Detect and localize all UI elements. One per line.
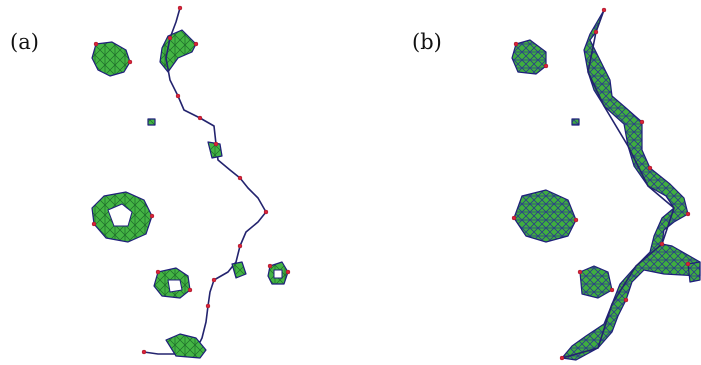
blob-top-left <box>511 39 547 75</box>
panel-a-mesh <box>91 5 291 359</box>
blob-left-ring <box>513 189 577 243</box>
blob-right-ring <box>687 261 701 283</box>
panel-b: (b) <box>350 0 701 365</box>
blob-right-ring-hole <box>273 269 283 279</box>
blob-chain-2 <box>231 261 247 279</box>
main-chain <box>143 7 267 355</box>
vertex-points <box>91 5 291 355</box>
blob-bottom <box>165 333 207 359</box>
panel-b-mesh <box>511 7 701 361</box>
main-chain-fill <box>561 9 701 361</box>
main-chain <box>561 9 675 359</box>
blob-top-arm <box>159 29 197 73</box>
blob-speck <box>571 118 580 126</box>
blob-center-ring <box>579 265 613 299</box>
panel-a: (a) <box>0 0 350 365</box>
blob-center-ring-hole <box>167 279 183 293</box>
vertex-points <box>511 7 691 361</box>
panel-a-label: (a) <box>10 30 39 54</box>
blob-top-left <box>91 41 131 77</box>
blob-left-ring-hole <box>107 203 133 227</box>
blob-speck <box>147 118 156 126</box>
panel-b-label: (b) <box>412 30 442 54</box>
